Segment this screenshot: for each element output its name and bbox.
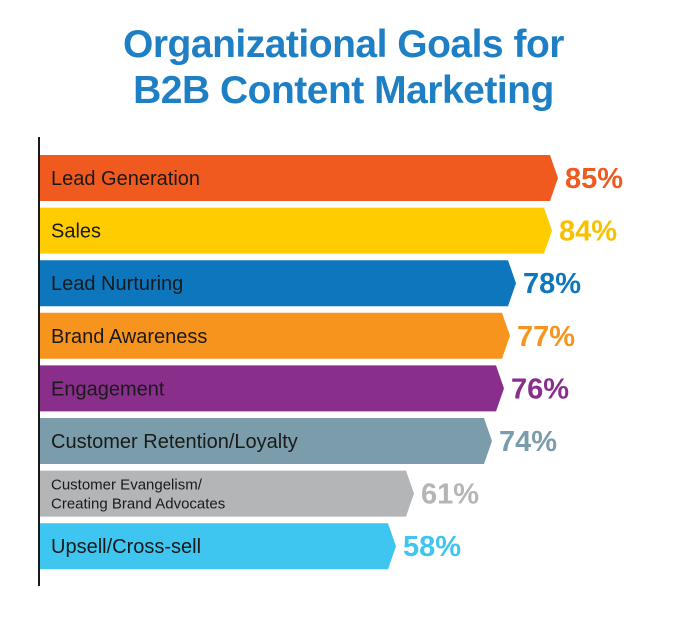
bar-lead-nurturing <box>40 260 516 307</box>
value-label-customer-evangelism-creating-brand-advocates: 61% <box>421 479 479 511</box>
chart-title: Organizational Goals for B2B Content Mar… <box>0 22 687 114</box>
value-label-lead-generation: 85% <box>565 163 623 195</box>
bar-brand-awareness <box>40 312 510 359</box>
bar-customer-retention-loyalty <box>40 418 492 464</box>
bar-label-sales: Sales <box>51 221 101 243</box>
bar-label-customer-evangelism-creating-brand-advocates: Customer Evangelism/Creating Brand Advoc… <box>51 477 225 513</box>
value-label-brand-awareness: 77% <box>517 321 575 353</box>
bar-label-engagement: Engagement <box>51 378 165 400</box>
bar-customer-evangelism-creating-brand-advocates <box>40 470 414 517</box>
bar-engagement <box>40 365 504 412</box>
chart-title-line-1: Organizational Goals for <box>123 23 564 66</box>
value-label-lead-nurturing: 78% <box>523 268 581 300</box>
bar-label-lead-generation: Lead Generation <box>51 168 200 190</box>
bar-sales <box>40 207 552 254</box>
chart-title-line-2: B2B Content Marketing <box>133 69 554 112</box>
bar-label-lead-nurturing: Lead Nurturing <box>51 273 183 295</box>
bar-label-brand-awareness: Brand Awareness <box>51 326 207 348</box>
value-label-upsell-cross-sell: 58% <box>403 531 461 563</box>
value-label-customer-retention-loyalty: 74% <box>499 426 557 458</box>
bar-lead-generation <box>40 155 558 201</box>
bar-label-upsell-cross-sell: Upsell/Cross-sell <box>51 536 201 558</box>
value-label-engagement: 76% <box>511 373 569 405</box>
bar-label-customer-retention-loyalty: Customer Retention/Loyalty <box>51 431 298 453</box>
bar-upsell-cross-sell <box>40 523 396 570</box>
bars-group: Lead Generation 85% Sales 84% Lead Nurturing… <box>40 155 623 570</box>
value-label-sales: 84% <box>559 216 617 248</box>
